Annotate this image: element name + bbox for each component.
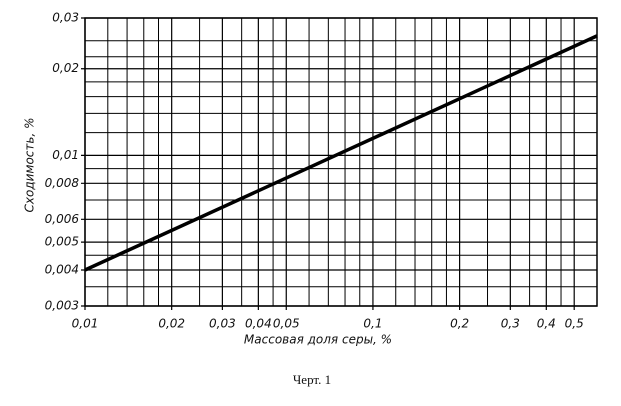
plot-frame [84, 17, 598, 307]
y-tick-label: 0,01 [52, 148, 79, 162]
x-tick-label: 0,01 [72, 317, 99, 331]
x-tick-label: 0,05 [273, 317, 300, 331]
x-tick-label: 0,04 [245, 317, 272, 331]
caption: Черт. 1 [293, 372, 331, 387]
x-tick-label: 0,5 [565, 317, 584, 331]
y-tick-label: 0,003 [45, 299, 79, 313]
x-axis-label: Массовая доля серы, % [244, 333, 392, 347]
y-tick-label: 0,004 [45, 263, 79, 277]
x-tick-label: 0,02 [158, 317, 185, 331]
x-tick-label: 0,3 [501, 317, 520, 331]
y-tick-label: 0,006 [45, 212, 80, 226]
x-tick-label: 0,4 [537, 317, 556, 331]
y-tick-label: 0,005 [45, 235, 79, 249]
x-tick-label: 0,2 [450, 317, 469, 331]
data-line [84, 34, 598, 272]
y-tick-label: 0,03 [52, 11, 79, 25]
x-tick-label: 0,03 [209, 317, 236, 331]
y-tick-label: 0,02 [52, 61, 79, 75]
x-tick-label: 0,1 [363, 317, 382, 331]
y-tick-label: 0,008 [45, 176, 80, 190]
y-axis-label: Сходимость, % [23, 117, 37, 212]
